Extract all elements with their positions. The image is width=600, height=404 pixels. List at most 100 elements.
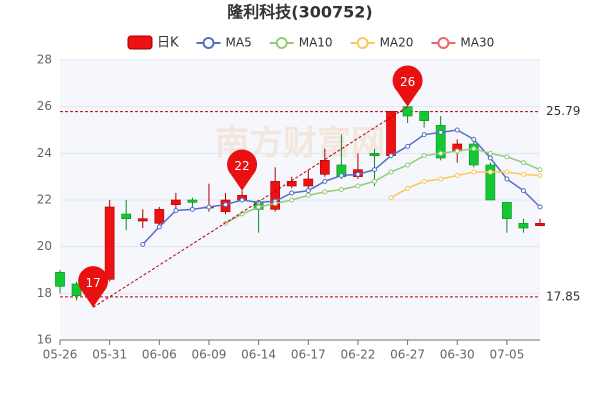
candle-body (369, 153, 380, 156)
ma-point (289, 197, 295, 203)
y-tick-label: 28 (37, 53, 52, 67)
x-tick-label: 06-06 (142, 348, 177, 362)
candle-body (518, 223, 529, 229)
legend-label: MA20 (380, 36, 414, 50)
ma-point (537, 173, 543, 178)
candle-body (270, 181, 281, 210)
chart-title: 隆利科技(300752) (227, 3, 372, 22)
ma-line (390, 171, 541, 199)
ma-point (471, 169, 477, 175)
ma-point (338, 187, 344, 192)
y-tick-label: 22 (37, 193, 52, 207)
ma-point (537, 204, 543, 210)
ma-point (438, 176, 444, 182)
ma-point (322, 189, 328, 195)
legend-icon (127, 35, 153, 50)
ma-point (520, 188, 526, 194)
candle-body (303, 178, 314, 187)
x-tick-label: 05-26 (43, 348, 78, 362)
candle-body (502, 202, 512, 219)
ma-point (504, 176, 510, 182)
ma-point (405, 185, 411, 191)
candle-body (468, 143, 479, 166)
ma-point (173, 208, 179, 213)
ma-point (256, 204, 262, 210)
candle-body (137, 218, 148, 222)
ma-point (405, 162, 411, 168)
ma-point (454, 148, 460, 154)
y-tick-label: 18 (37, 286, 52, 300)
ma-point (405, 143, 411, 149)
ma-point (421, 178, 427, 184)
x-tick-label: 07-05 (489, 348, 524, 362)
pin-label: 26 (400, 75, 415, 89)
y-tick-label: 26 (37, 99, 52, 113)
candle-body (386, 111, 396, 156)
candle-body (319, 160, 330, 175)
legend-icon (202, 37, 215, 49)
ma-point (355, 171, 361, 177)
ma-point (338, 173, 344, 178)
pin (392, 65, 423, 107)
pin-label: 17 (85, 276, 100, 290)
ma-point (189, 206, 195, 212)
legend-label: 日K (157, 36, 179, 51)
ma-point (438, 150, 444, 156)
candle-body (419, 111, 429, 121)
ma-line (225, 147, 541, 224)
ma-point (471, 136, 477, 142)
candle-body (485, 164, 496, 201)
x-tick-label: 06-17 (291, 348, 326, 362)
ma-point (421, 132, 427, 138)
ma-point (487, 155, 493, 161)
ma-point (388, 153, 394, 159)
trend-line (92, 106, 408, 308)
ma-point (520, 171, 526, 177)
candle-body (154, 209, 165, 224)
candle-body (171, 199, 181, 205)
candle-body (187, 199, 198, 203)
ma-point (438, 129, 444, 135)
candle-body (402, 106, 413, 117)
legend-label: MA5 (226, 36, 252, 50)
legend-icon (356, 37, 369, 49)
x-tick-label: 06-30 (440, 348, 475, 362)
pin (227, 149, 258, 191)
x-tick-label: 06-27 (390, 348, 425, 362)
ma-point (487, 169, 493, 175)
ma-point (504, 169, 510, 175)
x-tick-label: 06-14 (241, 348, 276, 362)
ma-point (454, 127, 460, 133)
ma-point (454, 173, 460, 178)
legend-icon (275, 37, 288, 49)
ma-point (239, 197, 245, 203)
ma-point (272, 201, 278, 206)
x-tick-label: 06-22 (340, 348, 375, 362)
candle-body (535, 223, 545, 226)
ref-label: 25.79 (546, 104, 580, 118)
ma-point (388, 169, 394, 175)
ma-point (537, 167, 543, 173)
legend-label: MA30 (460, 36, 494, 50)
ma-point (487, 150, 493, 156)
ref-label: 17.85 (546, 289, 580, 303)
candle-body (435, 125, 446, 159)
ma-point (206, 204, 212, 210)
pin (78, 266, 109, 308)
pin-label: 22 (234, 159, 249, 173)
candle-body (104, 206, 115, 280)
candle-body (55, 272, 65, 287)
legend-label: MA10 (299, 36, 333, 50)
ma-point (305, 188, 311, 194)
y-tick-label: 16 (37, 333, 52, 347)
ma-point (371, 178, 377, 184)
ma-point (504, 154, 510, 160)
ma-point (355, 183, 361, 189)
ma-point (140, 241, 146, 247)
candle-body (286, 181, 297, 187)
ma-point (322, 178, 328, 184)
x-tick-label: 05-31 (92, 348, 127, 362)
ma-point (223, 202, 229, 208)
y-tick-label: 20 (37, 239, 52, 253)
